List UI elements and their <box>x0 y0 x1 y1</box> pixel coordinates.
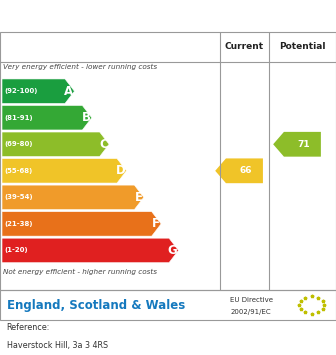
Text: (92-100): (92-100) <box>4 88 38 94</box>
Text: Reference:: Reference: <box>7 323 50 332</box>
Text: B: B <box>82 111 91 124</box>
Polygon shape <box>2 159 126 183</box>
Polygon shape <box>2 79 75 103</box>
Text: Not energy efficient - higher running costs: Not energy efficient - higher running co… <box>3 269 157 275</box>
Text: F: F <box>152 217 160 230</box>
Polygon shape <box>2 132 109 157</box>
Text: (39-54): (39-54) <box>4 194 33 200</box>
Text: (69-80): (69-80) <box>4 141 33 147</box>
Polygon shape <box>2 238 178 263</box>
Text: E: E <box>135 191 143 204</box>
Polygon shape <box>2 105 92 130</box>
Text: C: C <box>99 138 108 151</box>
Text: 66: 66 <box>240 166 252 175</box>
Text: 2002/91/EC: 2002/91/EC <box>230 308 271 315</box>
Polygon shape <box>2 212 161 236</box>
Text: (81-91): (81-91) <box>4 115 33 121</box>
Text: (21-38): (21-38) <box>4 221 33 227</box>
Text: England, Scotland & Wales: England, Scotland & Wales <box>7 299 185 311</box>
Text: (55-68): (55-68) <box>4 168 33 174</box>
Text: Haverstock Hill, 3a 3 4RS: Haverstock Hill, 3a 3 4RS <box>7 341 108 350</box>
Polygon shape <box>273 132 321 157</box>
Text: Energy Efficiency Rating: Energy Efficiency Rating <box>7 9 209 23</box>
Text: (1-20): (1-20) <box>4 247 28 253</box>
Text: D: D <box>116 164 125 177</box>
Polygon shape <box>215 158 263 183</box>
Text: Very energy efficient - lower running costs: Very energy efficient - lower running co… <box>3 64 158 70</box>
Text: G: G <box>168 244 177 257</box>
Text: EU Directive: EU Directive <box>230 297 273 304</box>
Text: A: A <box>64 85 73 98</box>
Polygon shape <box>2 185 144 209</box>
Text: 71: 71 <box>298 140 310 149</box>
Text: Current: Current <box>225 42 264 51</box>
Text: Potential: Potential <box>279 42 326 51</box>
